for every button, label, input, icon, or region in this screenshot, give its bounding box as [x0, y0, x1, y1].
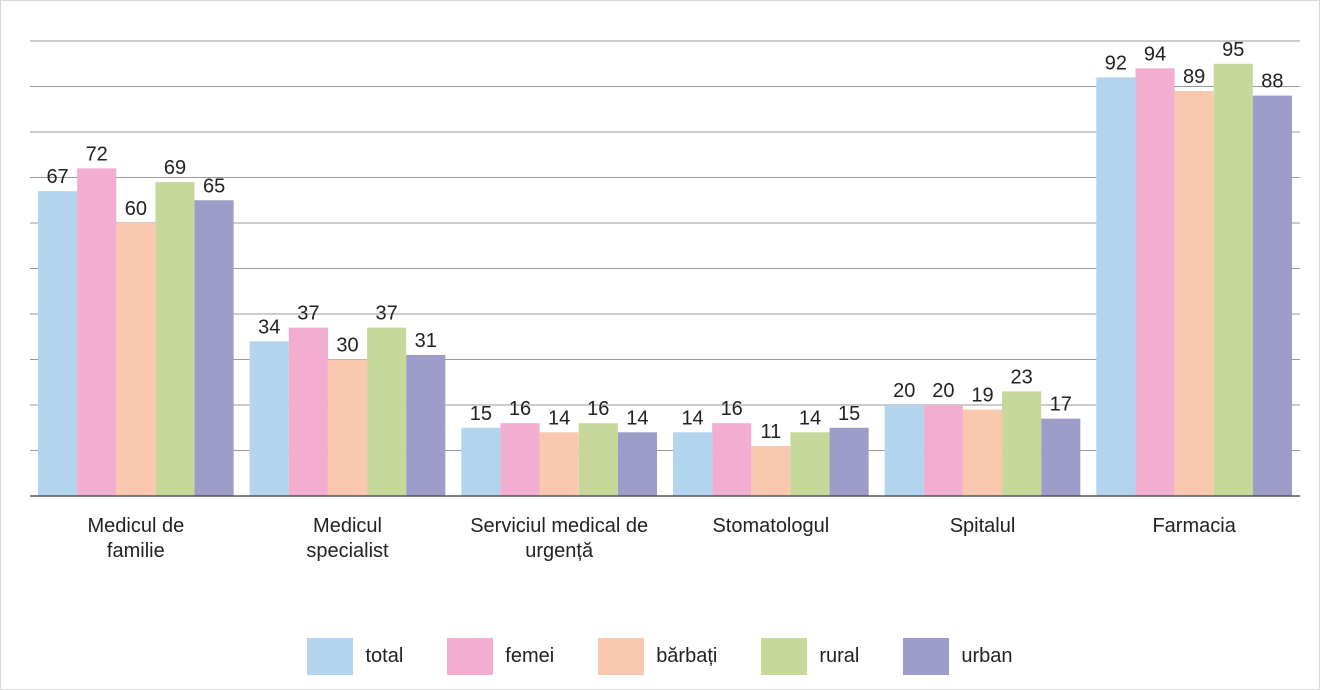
data-label: 20	[893, 380, 915, 402]
data-label: 72	[86, 143, 108, 165]
legend-swatch	[447, 638, 494, 675]
data-label: 37	[376, 303, 398, 325]
bar	[712, 423, 752, 496]
bar	[77, 168, 117, 496]
data-label: 31	[415, 330, 437, 352]
data-label: 15	[470, 403, 492, 425]
bar	[1096, 77, 1136, 497]
legend-item: urban	[903, 638, 1013, 675]
bar	[194, 200, 234, 496]
data-label: 14	[548, 407, 570, 429]
x-tick-label: Serviciul medical de urgență	[470, 515, 649, 562]
data-label: 17	[1050, 394, 1072, 416]
bar	[249, 341, 289, 496]
data-label: 88	[1261, 71, 1283, 93]
data-label: 15	[838, 403, 860, 425]
data-label: 89	[1183, 66, 1205, 88]
legend-swatch	[307, 638, 354, 675]
bar	[116, 223, 156, 496]
bar	[751, 445, 791, 496]
bar	[923, 405, 963, 496]
legend-swatch	[598, 638, 645, 675]
bar	[1135, 68, 1175, 497]
legend-label: total	[365, 645, 404, 667]
x-tick-label: Spitalul	[949, 515, 1016, 537]
legend-label: urban	[961, 645, 1013, 667]
bar	[617, 432, 657, 496]
data-label: 60	[125, 198, 147, 220]
data-label: 34	[258, 316, 280, 338]
bar	[1002, 391, 1042, 496]
bar	[1174, 91, 1214, 497]
bar	[38, 191, 78, 496]
bar	[673, 432, 713, 496]
data-label: 69	[164, 157, 186, 179]
data-label: 14	[626, 407, 648, 429]
legend-swatch	[903, 638, 950, 675]
bar	[461, 427, 501, 496]
bar	[884, 405, 924, 496]
bar	[962, 409, 1003, 496]
bar	[288, 327, 328, 496]
data-label: 67	[46, 166, 68, 188]
bar	[327, 359, 368, 496]
bar	[829, 427, 869, 496]
bar	[578, 423, 618, 496]
legend-label: rural	[819, 645, 860, 667]
bar	[367, 327, 407, 496]
bar	[1041, 418, 1081, 496]
bar	[406, 354, 446, 496]
data-label: 19	[971, 385, 993, 407]
data-label: 23	[1011, 366, 1033, 388]
legend-item: bărbați	[598, 638, 717, 675]
bar	[500, 423, 540, 496]
data-label: 94	[1144, 43, 1166, 65]
data-label: 16	[509, 398, 531, 420]
data-label: 65	[203, 175, 225, 197]
bar	[539, 432, 579, 496]
data-label: 92	[1105, 52, 1127, 74]
data-label: 14	[681, 407, 703, 429]
legend-item: femei	[447, 638, 554, 675]
data-label: 11	[760, 421, 781, 443]
x-tick-label: Stomatologul	[712, 515, 830, 537]
bar	[1213, 63, 1253, 496]
data-label: 20	[932, 380, 954, 402]
x-tick-label: Medicul specialist	[306, 515, 389, 562]
bar	[1252, 95, 1292, 496]
bar	[790, 432, 830, 496]
bar	[155, 182, 195, 497]
data-label: 95	[1222, 39, 1244, 61]
legend-label: femei	[505, 645, 555, 667]
legend-label: bărbați	[656, 645, 718, 667]
data-label: 30	[336, 335, 358, 357]
data-label: 14	[799, 407, 821, 429]
legend: total femei bărbați rural urban	[0, 638, 1320, 675]
legend-item: total	[307, 638, 403, 675]
data-label: 16	[721, 398, 743, 420]
legend-item: rural	[761, 638, 859, 675]
data-label: 37	[297, 303, 319, 325]
legend-swatch	[761, 638, 808, 675]
x-tick-label: Medicul de familie	[87, 515, 185, 562]
x-tick-label: Farmacia	[1152, 515, 1236, 537]
data-label: 16	[587, 398, 609, 420]
